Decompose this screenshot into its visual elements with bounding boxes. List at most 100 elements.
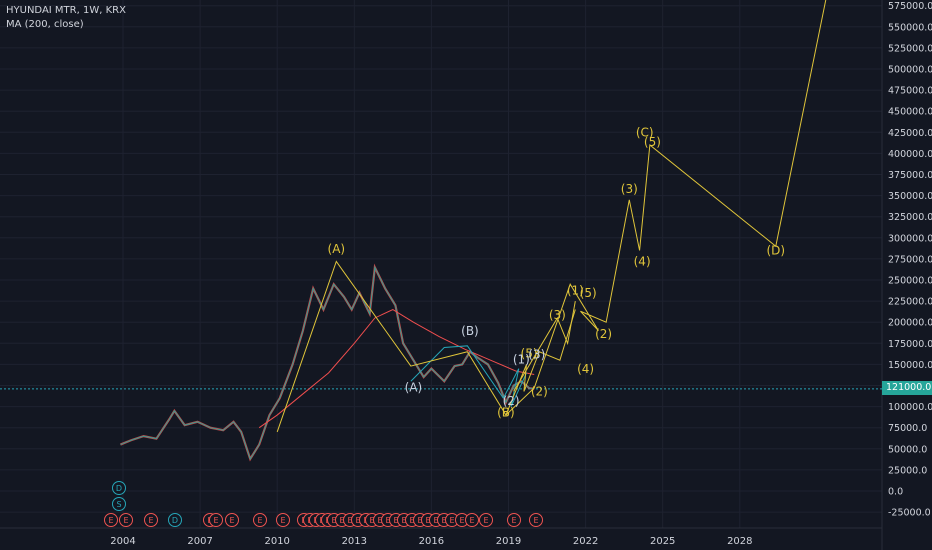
earnings-marker[interactable]: E [276, 513, 290, 527]
earnings-marker[interactable]: E [104, 513, 118, 527]
wave-label-yellow: (5) [644, 135, 661, 149]
event-marker-circle [253, 513, 267, 527]
y-tick-label: 25000.0 [888, 465, 927, 476]
event-marker-label: E [511, 516, 516, 525]
event-marker-label: E [533, 516, 538, 525]
last-price-tag: 121000.0 [882, 381, 932, 395]
event-marker-label: E [148, 516, 153, 525]
earnings-marker[interactable]: E [253, 513, 267, 527]
event-marker-label: E [331, 516, 336, 525]
wave-label-yellow: (4) [577, 362, 594, 376]
y-tick-label: 50000.0 [888, 444, 927, 455]
event-marker-circle [168, 513, 182, 527]
split-marker[interactable]: S [112, 497, 126, 511]
event-marker-label: E [425, 516, 430, 525]
earnings-marker[interactable]: E [507, 513, 521, 527]
wave-label-yellow: (4) [634, 255, 651, 269]
x-tick-label: 2010 [264, 536, 289, 547]
price-series-up [120, 265, 535, 461]
event-marker-label: E [469, 516, 474, 525]
event-marker-label: E [401, 516, 406, 525]
x-tick-label: 2007 [187, 536, 212, 547]
wave-line-yellow [505, 309, 576, 416]
y-tick-label: 175000.0 [888, 339, 932, 350]
event-marker-label: E [385, 516, 390, 525]
event-marker-label: E [449, 516, 454, 525]
grid-lines [0, 0, 882, 528]
event-marker-label: E [257, 516, 262, 525]
wave-label-cyan: (1) [513, 353, 530, 367]
event-marker-circle [119, 513, 133, 527]
y-tick-label: 0.0 [888, 487, 903, 498]
event-marker-circle [479, 513, 493, 527]
y-tick-label: 275000.0 [888, 254, 932, 265]
event-marker-label: E [339, 516, 344, 525]
wave-label-yellow: (D) [766, 244, 785, 258]
event-marker-label: E [355, 516, 360, 525]
event-marker-label: E [441, 516, 446, 525]
ma-200-line [258, 308, 535, 429]
x-tick-label: 2019 [496, 536, 521, 547]
event-marker-circle [112, 497, 126, 511]
x-tick-label: 2025 [650, 536, 675, 547]
y-tick-label: 150000.0 [888, 360, 932, 371]
y-tick-label: 550000.0 [888, 22, 932, 33]
wave-label-yellow: (A) [328, 242, 346, 256]
wave-line-yellow [276, 0, 827, 433]
event-marker-label: E [377, 516, 382, 525]
event-marker-label: E [393, 516, 398, 525]
y-tick-label: 575000.0 [888, 1, 932, 12]
event-marker-label: E [108, 516, 113, 525]
event-marker-label: E [229, 516, 234, 525]
x-tick-label: 2022 [573, 536, 598, 547]
y-tick-label: 300000.0 [888, 233, 932, 244]
y-tick-label: 225000.0 [888, 297, 932, 308]
earnings-marker[interactable]: E [455, 513, 469, 527]
earnings-marker[interactable]: E [225, 513, 239, 527]
earnings-marker[interactable]: E [445, 513, 459, 527]
event-marker-label: E [347, 516, 352, 525]
price-series-down [120, 263, 535, 462]
y-tick-label: 250000.0 [888, 276, 932, 287]
event-marker-circle [529, 513, 543, 527]
event-marker-label: E [433, 516, 438, 525]
event-marker-label: D [116, 484, 122, 493]
wave-label-yellow: (1) [567, 283, 584, 297]
event-marker-label: E [417, 516, 422, 525]
earnings-marker[interactable]: E [144, 513, 158, 527]
wave-label-yellow: (C) [636, 126, 654, 140]
y-tick-label: -25000.0 [888, 508, 931, 519]
y-tick-label: 500000.0 [888, 65, 932, 76]
event-marker-label: E [280, 516, 285, 525]
x-tick-label: 2004 [110, 536, 135, 547]
y-tick-label: 425000.0 [888, 128, 932, 139]
event-marker-circle [225, 513, 239, 527]
earnings-marker[interactable]: E [119, 513, 133, 527]
wave-line-yellow [513, 301, 576, 392]
earnings-marker[interactable]: E [465, 513, 479, 527]
y-tick-label: 200000.0 [888, 318, 932, 329]
wave-label-yellow: (3) [549, 308, 566, 322]
earnings-marker[interactable]: E [479, 513, 493, 527]
wave-label-yellow: (5) [521, 347, 538, 361]
event-marker-label: D [172, 516, 178, 525]
wave-line-cyan [410, 345, 504, 399]
wave-label-yellow: (3) [621, 182, 638, 196]
y-tick-label: 450000.0 [888, 107, 932, 118]
dividend-marker[interactable]: D [112, 481, 126, 495]
event-marker-label: E [369, 516, 374, 525]
x-tick-label: 2013 [342, 536, 367, 547]
earnings-marker[interactable]: E [209, 513, 223, 527]
event-marker-circle [144, 513, 158, 527]
symbol-label[interactable]: HYUNDAI MTR, 1W, KRX [6, 5, 126, 16]
wave-label-yellow: (2) [595, 327, 612, 341]
wave-label-cyan: (3) [528, 347, 545, 361]
wave-label-yellow: (2) [531, 385, 548, 399]
indicator-label[interactable]: MA (200, close) [6, 19, 84, 30]
dividend-marker[interactable]: D [168, 513, 182, 527]
wave-label-cyan: (2) [503, 394, 520, 408]
chart-legend: HYUNDAI MTR, 1W, KRX MA (200, close) [6, 4, 126, 32]
earnings-marker[interactable]: E [529, 513, 543, 527]
x-tick-label: 2028 [727, 536, 752, 547]
